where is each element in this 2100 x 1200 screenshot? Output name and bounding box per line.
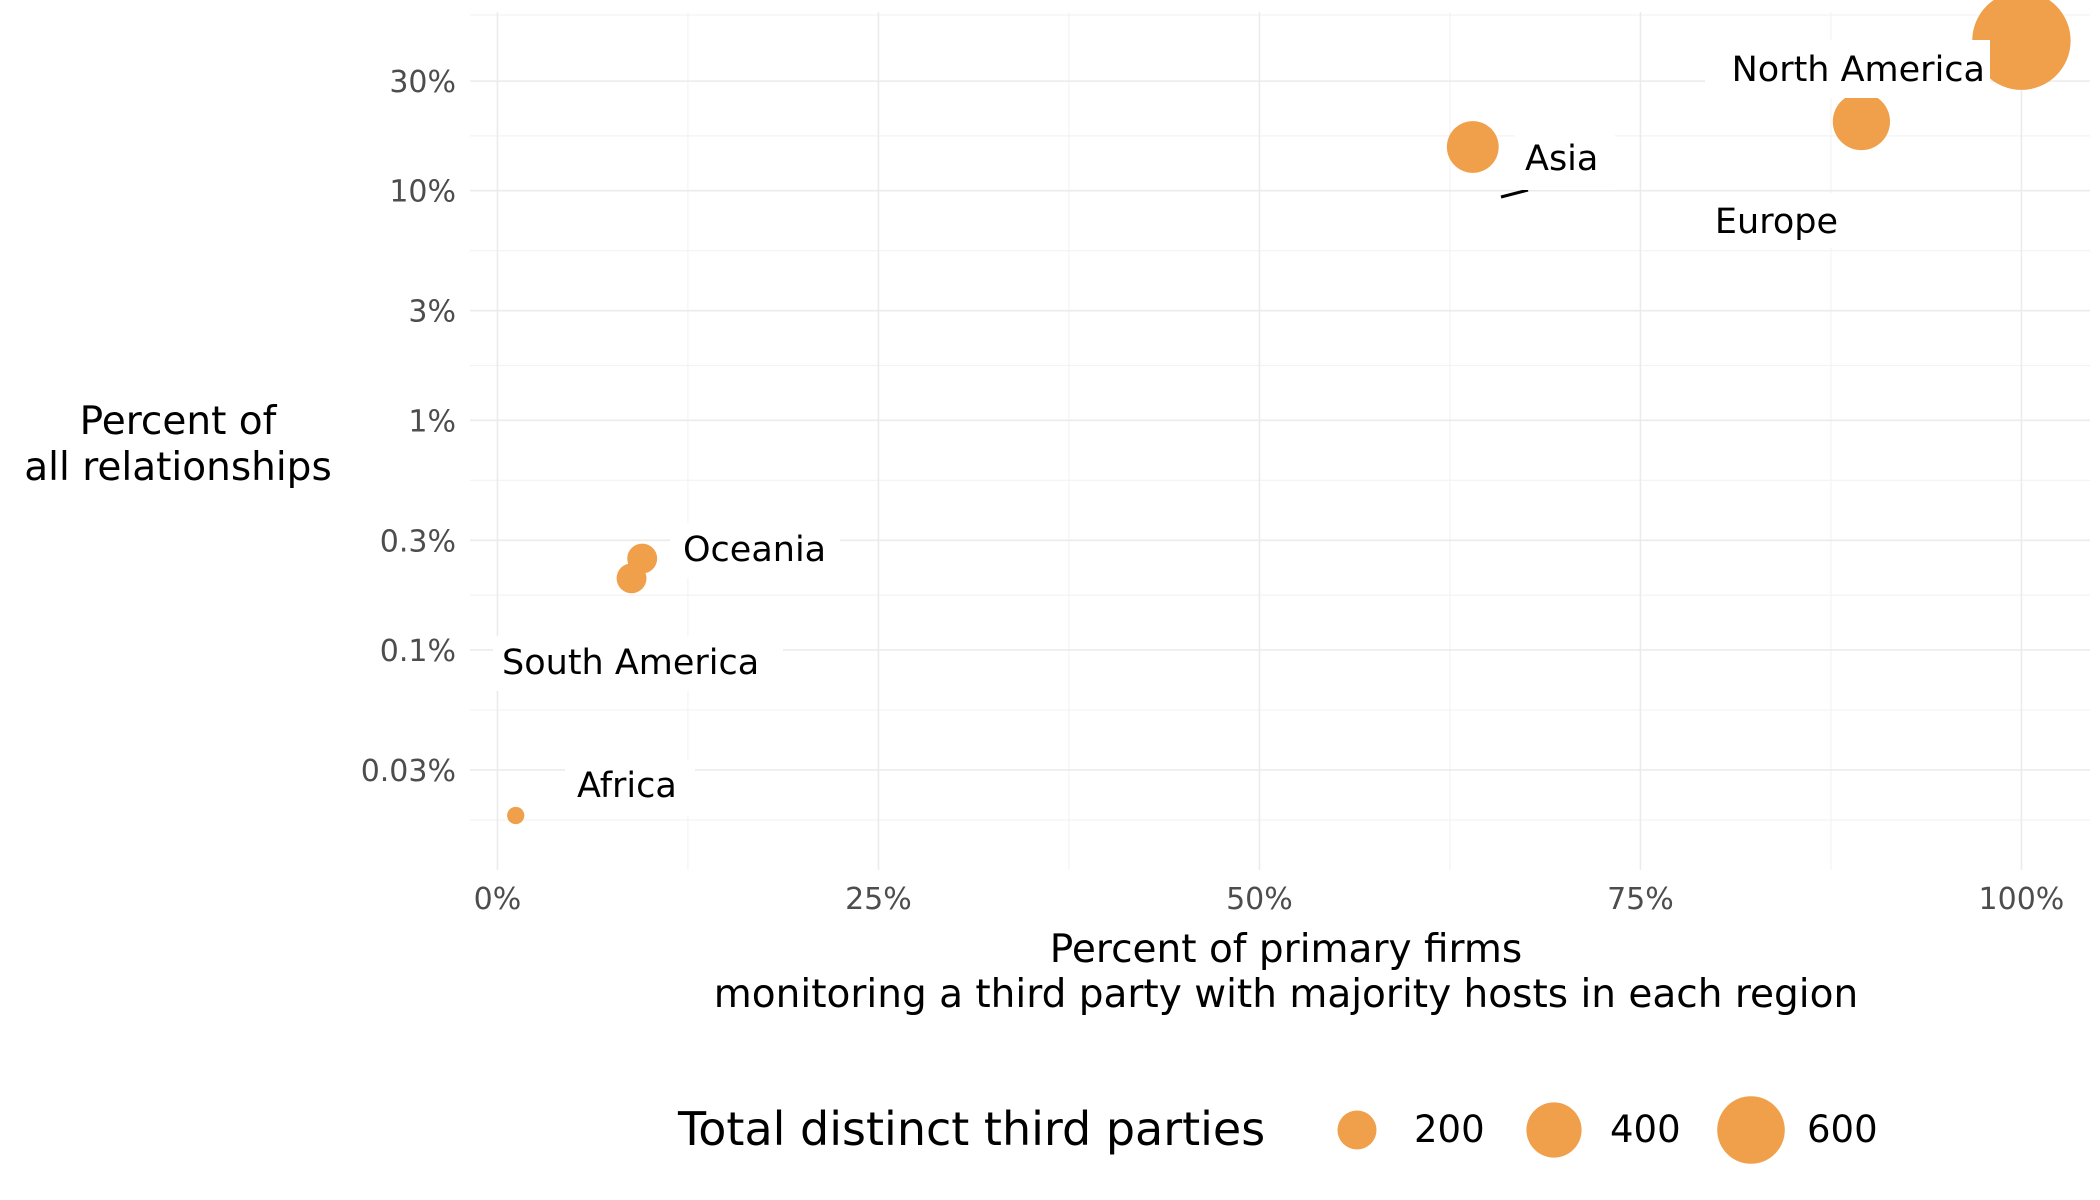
label-bg-south-america	[493, 636, 783, 691]
x-tick-label-100: 100%	[1979, 882, 2065, 917]
label-bg-north-america	[1705, 40, 1990, 98]
y-tick-label-30: 30%	[389, 65, 456, 100]
label-south-america: South America	[502, 643, 759, 683]
y-tick-label-1: 1%	[408, 404, 456, 439]
y-axis-title-line2: all relationships	[24, 445, 332, 490]
label-oceania: Oceania	[683, 530, 826, 570]
legend-key-600	[1717, 1096, 1785, 1164]
y-axis-tick-labels: 0.03% 0.1% 0.3% 1% 3% 10% 30%	[361, 65, 456, 789]
x-axis-tick-labels: 0% 25% 50% 75% 100%	[474, 882, 2065, 917]
x-axis-title-line2: monitoring a third party with majority h…	[714, 972, 1858, 1017]
y-tick-label-0-3: 0.3%	[380, 524, 456, 559]
label-africa: Africa	[577, 766, 677, 806]
point-south-america	[616, 563, 647, 594]
point-europe	[1832, 92, 1891, 151]
label-europe: Europe	[1715, 202, 1838, 242]
legend-key-200	[1337, 1110, 1377, 1150]
x-tick-label-75: 75%	[1607, 882, 1674, 917]
data-points	[507, 0, 2071, 825]
y-tick-label-0-03: 0.03%	[361, 754, 456, 789]
label-bg-africa	[565, 760, 695, 815]
label-bg-oceania	[670, 523, 840, 578]
y-tick-label-0-1: 0.1%	[380, 634, 456, 669]
label-north-america: North America	[1732, 50, 1985, 90]
y-tick-label-3: 3%	[408, 295, 456, 330]
x-axis-title-line1: Percent of primary firms	[1050, 927, 1522, 972]
legend-label-600: 600	[1807, 1108, 1878, 1151]
legend-key-400	[1526, 1102, 1582, 1158]
gridlines	[470, 12, 2090, 870]
x-tick-label-25: 25%	[845, 882, 912, 917]
size-legend: Total distinct third parties 200 400 600	[677, 1096, 1878, 1164]
point-north-america	[1972, 0, 2071, 90]
label-bg-asia	[1515, 135, 1615, 190]
asia-leader-line	[1500, 188, 1529, 199]
legend-label-400: 400	[1610, 1108, 1681, 1151]
y-axis-title-line1: Percent of	[80, 399, 278, 444]
label-bg-europe	[1693, 193, 1853, 248]
legend-keys	[1337, 1096, 1785, 1164]
x-tick-label-50: 50%	[1226, 882, 1293, 917]
label-asia: Asia	[1525, 139, 1598, 179]
y-tick-label-10: 10%	[389, 175, 456, 210]
x-tick-label-0: 0%	[474, 882, 522, 917]
legend-title: Total distinct third parties	[677, 1102, 1265, 1156]
point-asia	[1446, 121, 1499, 173]
point-labels: North America Europe Asia Oceania South …	[493, 40, 1990, 815]
legend-label-200: 200	[1414, 1108, 1485, 1151]
point-africa	[507, 806, 525, 825]
